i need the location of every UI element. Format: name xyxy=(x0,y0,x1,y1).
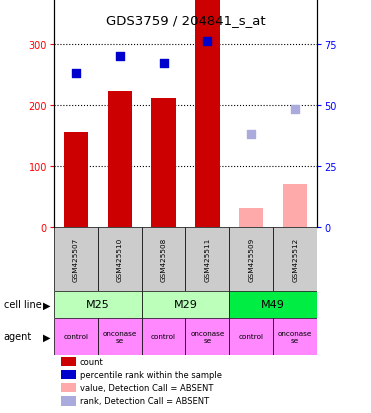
Text: cell line: cell line xyxy=(4,299,42,310)
Text: GSM425508: GSM425508 xyxy=(161,237,167,281)
Text: count: count xyxy=(80,357,104,366)
Bar xyxy=(64,133,88,227)
Bar xyxy=(54,291,142,318)
Text: rank, Detection Call = ABSENT: rank, Detection Call = ABSENT xyxy=(80,396,209,406)
Text: M29: M29 xyxy=(174,299,197,310)
Bar xyxy=(142,227,186,291)
Text: control: control xyxy=(239,334,264,339)
Point xyxy=(292,107,298,114)
Text: GSM425512: GSM425512 xyxy=(292,237,298,281)
Point xyxy=(204,39,210,45)
Point xyxy=(249,131,255,138)
Bar xyxy=(273,318,317,355)
Text: GSM425510: GSM425510 xyxy=(116,237,123,281)
Text: percentile rank within the sample: percentile rank within the sample xyxy=(80,370,222,379)
Text: onconase
se: onconase se xyxy=(190,330,224,343)
Bar xyxy=(229,291,317,318)
Bar xyxy=(142,291,229,318)
Text: M49: M49 xyxy=(261,299,285,310)
Bar xyxy=(98,318,142,355)
Text: GDS3759 / 204841_s_at: GDS3759 / 204841_s_at xyxy=(106,14,265,27)
Text: GSM425507: GSM425507 xyxy=(73,237,79,281)
Bar xyxy=(229,318,273,355)
Bar xyxy=(98,227,142,291)
Text: onconase
se: onconase se xyxy=(102,330,137,343)
Point xyxy=(116,53,122,60)
Text: M25: M25 xyxy=(86,299,109,310)
Text: GSM425509: GSM425509 xyxy=(248,237,255,281)
Bar xyxy=(151,99,175,227)
Bar xyxy=(54,318,98,355)
Bar xyxy=(186,227,229,291)
Point xyxy=(73,70,79,77)
Bar xyxy=(186,318,229,355)
Text: ▶: ▶ xyxy=(43,332,50,342)
Bar xyxy=(142,318,186,355)
Bar xyxy=(54,227,98,291)
Text: agent: agent xyxy=(4,332,32,342)
Text: GSM425511: GSM425511 xyxy=(204,237,210,281)
Text: control: control xyxy=(151,334,176,339)
Text: onconase
se: onconase se xyxy=(278,330,312,343)
Bar xyxy=(196,0,220,227)
Bar xyxy=(108,92,132,227)
Text: control: control xyxy=(63,334,88,339)
Bar xyxy=(283,185,307,227)
Bar xyxy=(273,227,317,291)
Bar xyxy=(229,227,273,291)
Point xyxy=(161,61,167,67)
Text: value, Detection Call = ABSENT: value, Detection Call = ABSENT xyxy=(80,383,213,392)
Text: ▶: ▶ xyxy=(43,299,50,310)
Bar xyxy=(239,209,263,227)
